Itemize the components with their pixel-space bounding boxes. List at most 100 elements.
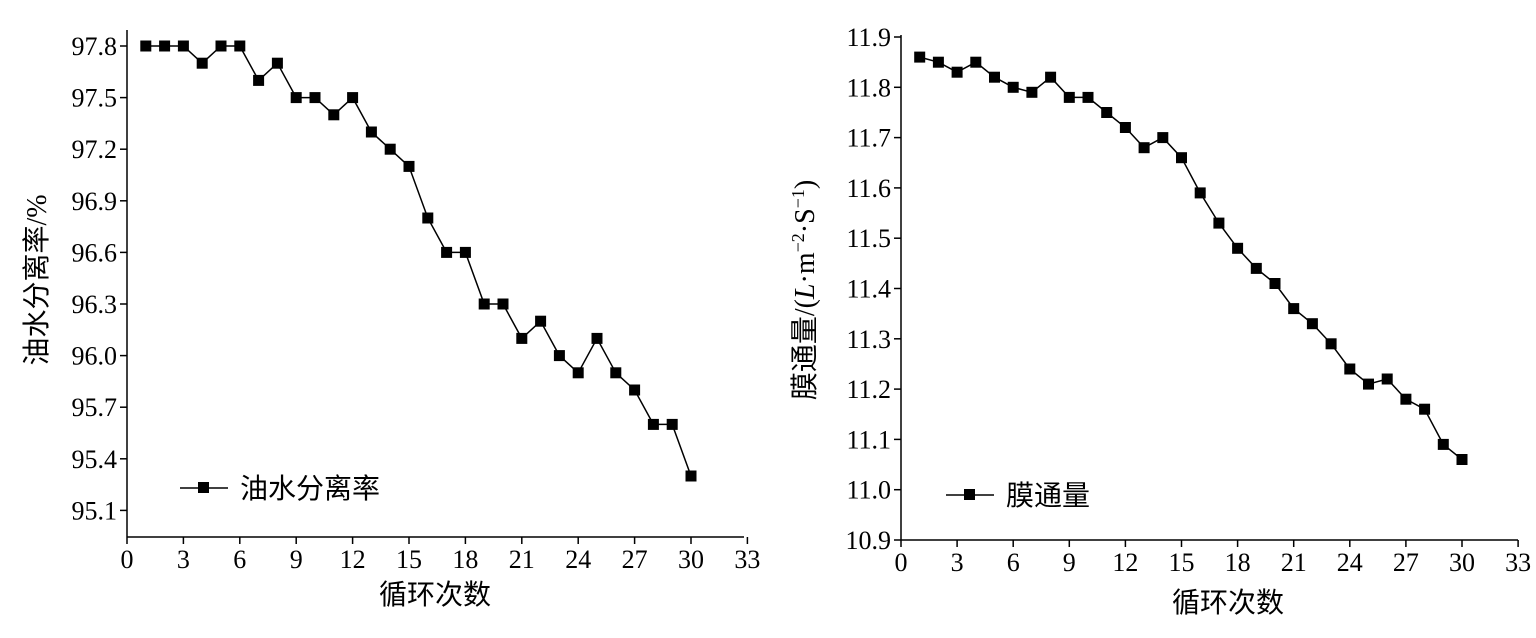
left-x-tick-label: 15 [396, 545, 422, 574]
left-data-point [516, 332, 528, 344]
right-data-point [1007, 81, 1019, 93]
right-data-point [1101, 107, 1113, 118]
right-data-point [1250, 262, 1262, 274]
right-series [914, 51, 1468, 465]
right-x-tick-label: 6 [1007, 548, 1020, 577]
right-x-ticks: 0 3 6 9 12 15 18 21 24 27 30 33 [895, 540, 1531, 577]
right-x-tick-label: 3 [951, 548, 964, 577]
right-y-tick-label: 11.0 [846, 476, 891, 505]
right-data-point [1232, 242, 1244, 254]
right-y-title-L: L [790, 283, 821, 300]
right-y-tick-label: 11.3 [846, 325, 891, 354]
left-legend-label: 油水分离率 [240, 473, 380, 505]
left-data-point [591, 332, 603, 344]
right-data-point [1456, 454, 1468, 465]
left-data-point [553, 350, 565, 362]
right-data-point [951, 66, 963, 78]
right-y-tick-label: 10.9 [846, 526, 892, 555]
right-x-tick-label: 15 [1169, 548, 1195, 577]
right-y-axis-title: 膜通量/(L·m−2·S−1) [788, 180, 821, 400]
right-y-tick-label: 11.8 [846, 73, 891, 102]
left-axes [126, 30, 744, 538]
right-data-point [1381, 373, 1393, 385]
left-data-point [478, 298, 490, 310]
right-y-title-m: ·m [790, 252, 821, 283]
left-data-point [365, 126, 377, 138]
left-y-tick-label: 96.0 [72, 342, 118, 371]
left-data-point [253, 74, 265, 86]
left-data-point [328, 109, 340, 121]
right-data-point [1437, 438, 1449, 450]
right-data-point [1157, 132, 1169, 144]
right-data-point [1063, 91, 1075, 103]
left-y-tick-label: 96.6 [72, 238, 118, 267]
right-data-point [1344, 363, 1356, 375]
right-data-point [1138, 142, 1150, 154]
right-data-point [1119, 122, 1131, 133]
left-data-point [459, 246, 471, 258]
left-x-tick-label: 30 [678, 545, 704, 574]
right-data-point [1325, 338, 1337, 350]
left-data-point [177, 40, 189, 52]
right-data-point [1363, 378, 1374, 390]
right-y-tick-label: 11.6 [846, 174, 891, 203]
right-y-tick-label: 11.1 [846, 425, 891, 454]
left-data-point [290, 92, 302, 104]
right-y-title-exp2: −1 [788, 189, 808, 208]
left-y-tick-label: 97.5 [72, 84, 118, 113]
left-y-tick-label: 97.8 [72, 32, 118, 61]
left-y-tick-label: 95.4 [72, 445, 118, 474]
right-y-tick-label: 11.5 [846, 224, 891, 253]
left-y-tick-label: 96.9 [72, 187, 118, 216]
right-legend: 膜通量 [946, 480, 1090, 512]
left-data-point [159, 40, 171, 52]
left-data-point [647, 418, 659, 430]
left-data-point [685, 470, 697, 482]
right-x-axis-title: 循环次数 [1172, 587, 1284, 619]
right-x-tick-label: 24 [1337, 548, 1363, 577]
left-series-line [145, 45, 692, 477]
right-y-tick-label: 11.2 [846, 375, 891, 404]
left-x-tick-label: 0 [121, 545, 134, 574]
right-data-point [989, 71, 1000, 83]
left-x-tick-label: 6 [233, 545, 246, 574]
chart-left: 95.1 95.4 95.7 96.0 96.3 96.6 96.9 97.2 97.5 97.8… [21, 30, 760, 611]
left-x-tick-label: 27 [622, 545, 648, 574]
left-data-point [271, 57, 283, 69]
left-x-tick-label: 18 [452, 545, 478, 574]
left-y-axis-title: 油水分离率/% [21, 194, 53, 365]
left-data-point [535, 315, 547, 327]
right-data-point [914, 51, 926, 63]
left-x-ticks: 0 3 6 9 12 15 18 21 24 27 30 33 [121, 537, 760, 574]
right-data-point [1045, 71, 1057, 83]
right-x-tick-label: 0 [895, 548, 908, 577]
right-y-title-exp1: −2 [788, 233, 808, 252]
left-x-tick-label: 9 [290, 545, 303, 574]
right-x-tick-label: 18 [1225, 548, 1251, 577]
right-data-point [1176, 152, 1187, 164]
left-data-point [309, 92, 321, 104]
right-x-tick-label: 33 [1505, 548, 1531, 577]
left-x-tick-label: 3 [177, 545, 190, 574]
left-data-point [572, 367, 584, 379]
right-y-tick-label: 11.7 [846, 124, 891, 153]
right-x-tick-label: 30 [1449, 548, 1475, 577]
left-data-point [422, 212, 434, 224]
left-y-tick-label: 95.1 [72, 496, 118, 525]
left-y-tick-label: 95.7 [72, 393, 118, 422]
left-legend-marker [198, 482, 209, 493]
left-data-point [441, 246, 453, 258]
right-y-tick-label: 11.9 [846, 23, 891, 52]
left-x-tick-label: 12 [340, 545, 366, 574]
right-data-point [1194, 187, 1206, 199]
left-data-point [610, 367, 622, 379]
left-data-point [666, 418, 678, 430]
left-data-point [196, 57, 208, 69]
left-data-point [140, 40, 152, 52]
right-data-point [970, 56, 982, 68]
right-legend-marker [964, 489, 975, 500]
right-x-tick-label: 9 [1063, 548, 1076, 577]
right-y-title-suffix: ) [790, 180, 821, 189]
right-series-line [919, 56, 1463, 461]
